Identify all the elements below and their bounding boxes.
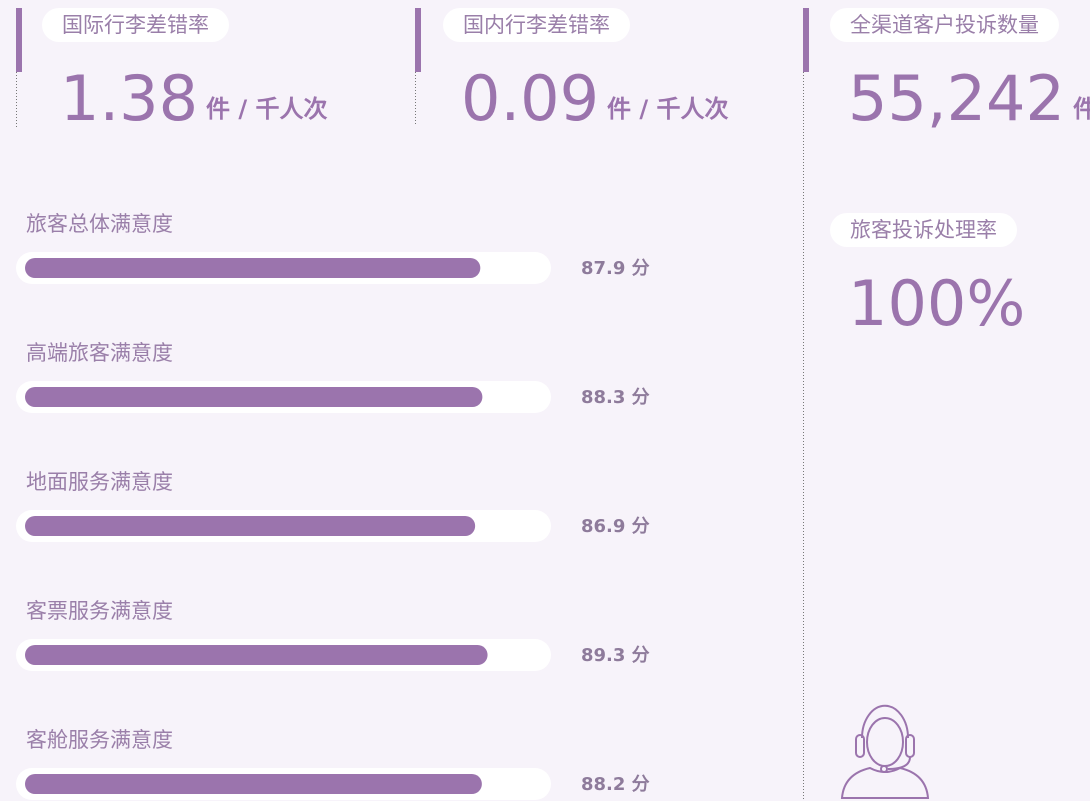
bar [25, 387, 483, 407]
accent-bar [16, 8, 22, 72]
kpi-label: 国内行李差错率 [463, 13, 610, 37]
category-label: 客舱服务满意度 [26, 728, 173, 752]
category-label: 高端旅客满意度 [26, 341, 173, 365]
label-pill [830, 213, 1017, 247]
label-pill [830, 8, 1059, 42]
headset-icon [840, 704, 930, 799]
accent-bar [803, 8, 809, 72]
kpi-label: 旅客投诉处理率 [850, 218, 997, 242]
bar [25, 258, 481, 278]
category-label: 地面服务满意度 [26, 470, 173, 494]
kpi-unit: 件 / 千人次 [206, 95, 327, 123]
value-label: 89.3 分 [581, 645, 650, 666]
bar [25, 645, 488, 665]
kpi-value: 0.09 [461, 62, 599, 135]
value-label: 88.3 分 [581, 387, 650, 408]
value-label: 86.9 分 [581, 516, 650, 537]
category-label: 客票服务满意度 [26, 599, 173, 623]
label-pill [443, 8, 630, 42]
kpi-value: 100% [848, 267, 1025, 340]
bar [25, 774, 482, 794]
kpi-label: 全渠道客户投诉数量 [850, 13, 1039, 37]
kpi-unit: 件 / 千人次 [607, 95, 728, 123]
label-pill [42, 8, 229, 42]
bar [25, 516, 476, 536]
kpi-value: 55,242 [848, 62, 1065, 135]
accent-bar [415, 8, 421, 72]
kpi-value: 1.38 [60, 62, 198, 135]
category-label: 旅客总体满意度 [26, 212, 173, 236]
kpi-unit: 件 [1073, 95, 1090, 123]
kpi-label: 国际行李差错率 [62, 13, 209, 37]
value-label: 88.2 分 [581, 774, 650, 795]
value-label: 87.9 分 [581, 258, 650, 279]
